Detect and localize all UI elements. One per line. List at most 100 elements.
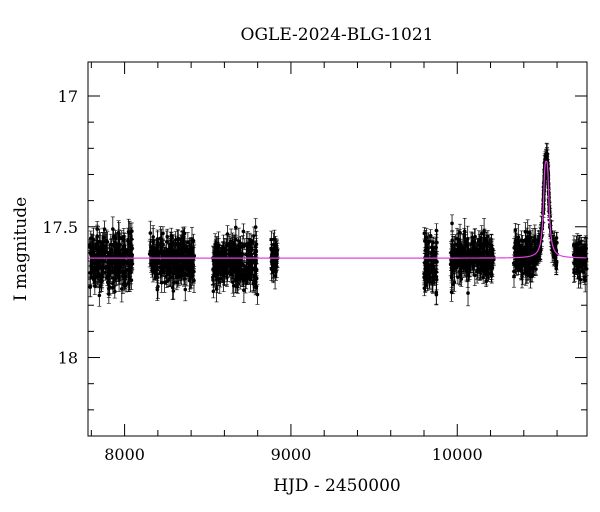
model-curve <box>88 160 588 259</box>
data-point <box>253 218 258 236</box>
data-point <box>244 246 249 263</box>
data-point <box>158 239 163 251</box>
data-point <box>164 275 169 288</box>
data-point <box>466 280 471 307</box>
data-point <box>430 273 435 293</box>
y-axis-label: I magnitude <box>11 197 31 301</box>
data-point <box>554 231 559 244</box>
data-point <box>483 232 488 245</box>
axes: 8000 9000 10000 17 17.5 18 <box>42 61 588 464</box>
data-point <box>90 246 95 265</box>
data-point <box>159 272 164 293</box>
data-point <box>434 253 439 269</box>
x-axis-label: HJD - 2450000 <box>273 476 401 496</box>
data-point <box>241 223 246 240</box>
data-point <box>182 255 187 267</box>
data-point <box>517 241 522 260</box>
data-point <box>100 262 105 275</box>
data-point <box>153 254 158 267</box>
data-point <box>127 220 132 247</box>
data-point <box>161 265 166 278</box>
data-point <box>472 264 477 286</box>
data-point <box>177 249 182 273</box>
data-point <box>106 262 111 283</box>
data-point <box>93 267 98 287</box>
data-point <box>528 236 533 253</box>
data-point <box>522 254 527 275</box>
data-point <box>103 264 108 281</box>
data-point <box>112 273 117 288</box>
data-point <box>100 241 105 262</box>
data-point <box>227 248 232 273</box>
data-point <box>233 229 238 251</box>
data-point <box>433 238 438 258</box>
data-point <box>221 271 226 292</box>
data-point <box>88 260 93 286</box>
data-point <box>428 229 433 243</box>
y-tick-label: 18 <box>58 349 78 368</box>
data-point <box>240 267 245 282</box>
data-point <box>488 238 493 260</box>
data-point <box>463 232 468 252</box>
data-point <box>271 253 276 274</box>
data-point <box>456 242 461 261</box>
chart-title: OGLE-2024-BLG-1021 <box>241 25 434 45</box>
data-point <box>245 271 250 285</box>
data-point <box>247 232 252 256</box>
data-point <box>238 236 243 251</box>
data-point <box>434 283 439 306</box>
data-point <box>116 220 121 245</box>
data-point <box>471 250 476 277</box>
x-tick-label: 8000 <box>104 445 145 464</box>
data-point <box>554 255 559 276</box>
data-point <box>476 230 481 253</box>
data-point <box>217 243 222 270</box>
data-points <box>87 142 589 307</box>
data-point <box>88 230 93 246</box>
data-point <box>275 242 280 258</box>
data-point <box>92 250 97 275</box>
data-point <box>111 229 116 244</box>
data-point <box>232 248 237 274</box>
data-point <box>175 252 180 277</box>
data-point <box>112 284 117 299</box>
data-point <box>103 232 108 250</box>
data-point <box>532 234 537 248</box>
data-point <box>95 224 100 248</box>
data-point <box>484 275 489 288</box>
data-point <box>213 264 218 277</box>
data-point <box>171 252 176 269</box>
data-point <box>123 269 128 289</box>
data-point <box>189 237 194 257</box>
data-point <box>255 284 260 305</box>
data-point <box>431 263 436 279</box>
data-point <box>211 284 216 299</box>
data-point <box>253 266 258 283</box>
x-tick-label: 10000 <box>432 445 483 464</box>
data-point <box>427 272 432 289</box>
data-point <box>160 245 165 258</box>
data-point <box>147 240 152 268</box>
data-point <box>234 251 239 277</box>
data-point <box>129 270 134 290</box>
data-point <box>489 269 494 283</box>
data-point <box>424 232 429 251</box>
data-point <box>108 239 113 264</box>
data-point <box>450 234 455 258</box>
data-point <box>171 282 176 300</box>
data-point <box>527 262 532 281</box>
plot-frame <box>87 61 588 437</box>
model-curve-layer <box>88 160 588 259</box>
data-point <box>244 260 249 276</box>
data-point <box>459 242 464 258</box>
data-point <box>481 263 486 279</box>
data-point <box>225 225 230 243</box>
y-tick-label: 17.5 <box>42 218 78 237</box>
data-point <box>519 230 524 251</box>
data-point <box>183 277 188 302</box>
data-point <box>220 253 225 277</box>
x-tick-label: 9000 <box>271 445 312 464</box>
data-point <box>462 217 467 245</box>
